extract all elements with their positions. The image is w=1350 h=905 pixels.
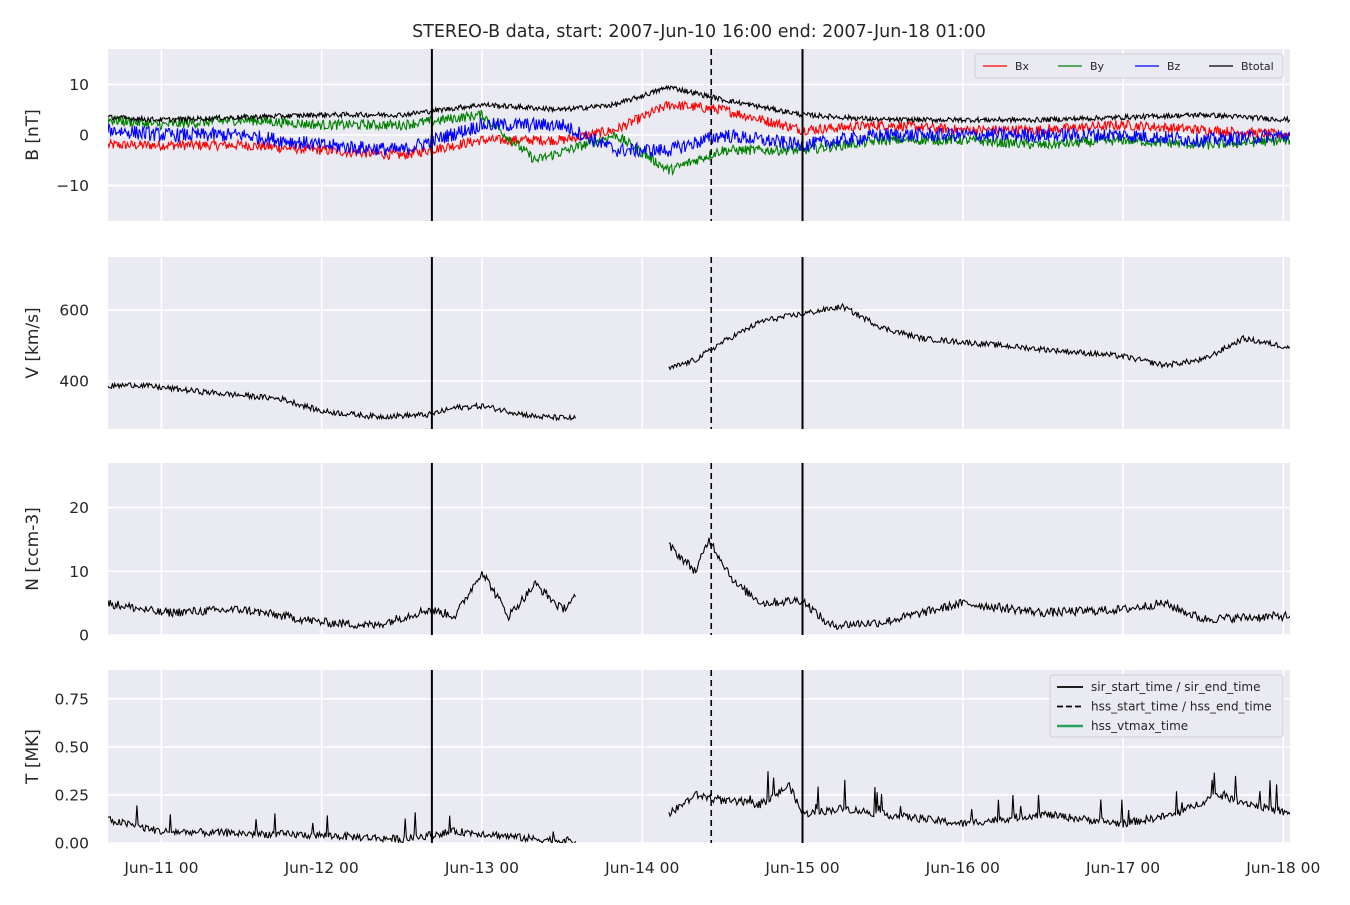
y-tick-label: 10 — [69, 563, 89, 581]
y-axis-label: B [nT] — [23, 109, 43, 161]
legend-label: hss_start_time / hss_end_time — [1091, 700, 1272, 714]
x-tick-label: Jun-16 00 — [925, 859, 1000, 877]
y-tick-label: 600 — [59, 302, 89, 320]
series-line-by — [108, 109, 1290, 176]
x-tick-label: Jun-15 00 — [764, 859, 839, 877]
legend-label: hss_vtmax_time — [1091, 719, 1188, 733]
y-tick-label: 0 — [79, 627, 89, 645]
y-tick-label: −10 — [56, 177, 89, 195]
series-line — [108, 805, 577, 843]
series-line-btotal — [108, 84, 1290, 125]
legend-label: Bx — [1015, 60, 1030, 73]
y-tick-label: 0.75 — [54, 690, 89, 708]
series-line — [668, 771, 1290, 828]
series-line — [668, 537, 1290, 631]
x-tick-label: Jun-11 00 — [123, 859, 198, 877]
legend-box — [1049, 674, 1284, 738]
legend-box — [974, 53, 1284, 79]
y-axis-label: V [km/s] — [23, 307, 43, 378]
x-tick-label: Jun-12 00 — [284, 859, 359, 877]
legend-label: sir_start_time / sir_end_time — [1091, 680, 1261, 694]
series-line — [668, 302, 1290, 371]
y-tick-label: 0.50 — [54, 738, 89, 756]
y-tick-label: 400 — [59, 373, 89, 391]
y-axis-label: T [MK] — [23, 729, 43, 785]
x-tick-label: Jun-17 00 — [1085, 859, 1160, 877]
plot-area — [108, 257, 1290, 429]
plot-area — [108, 463, 1290, 635]
series-line-bz — [108, 116, 1290, 159]
y-axis-label: N [ccm-3] — [23, 507, 43, 591]
y-tick-label: 20 — [69, 499, 89, 517]
legend-label: Bz — [1167, 60, 1181, 73]
x-tick-label: Jun-14 00 — [604, 859, 679, 877]
series-line-bx — [108, 100, 1290, 161]
legend-label: By — [1090, 60, 1105, 73]
x-tick-label: Jun-13 00 — [444, 859, 519, 877]
y-tick-label: 0.00 — [54, 835, 89, 853]
panel-3: Jun-11 00 Jun-12 00 Jun-13 00 Jun-14 00 Jun-… — [23, 670, 1320, 877]
panel-1: 400 600 V [km/s] — [23, 257, 1290, 429]
series-line — [108, 571, 576, 630]
chart-title: STEREO-B data, start: 2007-Jun-10 16:00 … — [412, 22, 986, 42]
y-tick-label: 0 — [79, 127, 89, 145]
panel-0: −10 0 10 B [nT] Bx By Bz Btotal — [23, 49, 1290, 221]
y-tick-label: 10 — [69, 76, 89, 94]
b-legend: Bx By Bz Btotal — [974, 53, 1284, 79]
y-tick-label: 0.25 — [54, 786, 89, 804]
legend-label: Btotal — [1241, 60, 1274, 73]
x-tick-label: Jun-18 00 — [1245, 859, 1320, 877]
panel-2: 0 10 20 N [ccm-3] — [23, 463, 1290, 645]
series-line — [108, 381, 576, 422]
event-legend: sir_start_time / sir_end_time hss_start_t… — [1049, 674, 1284, 738]
